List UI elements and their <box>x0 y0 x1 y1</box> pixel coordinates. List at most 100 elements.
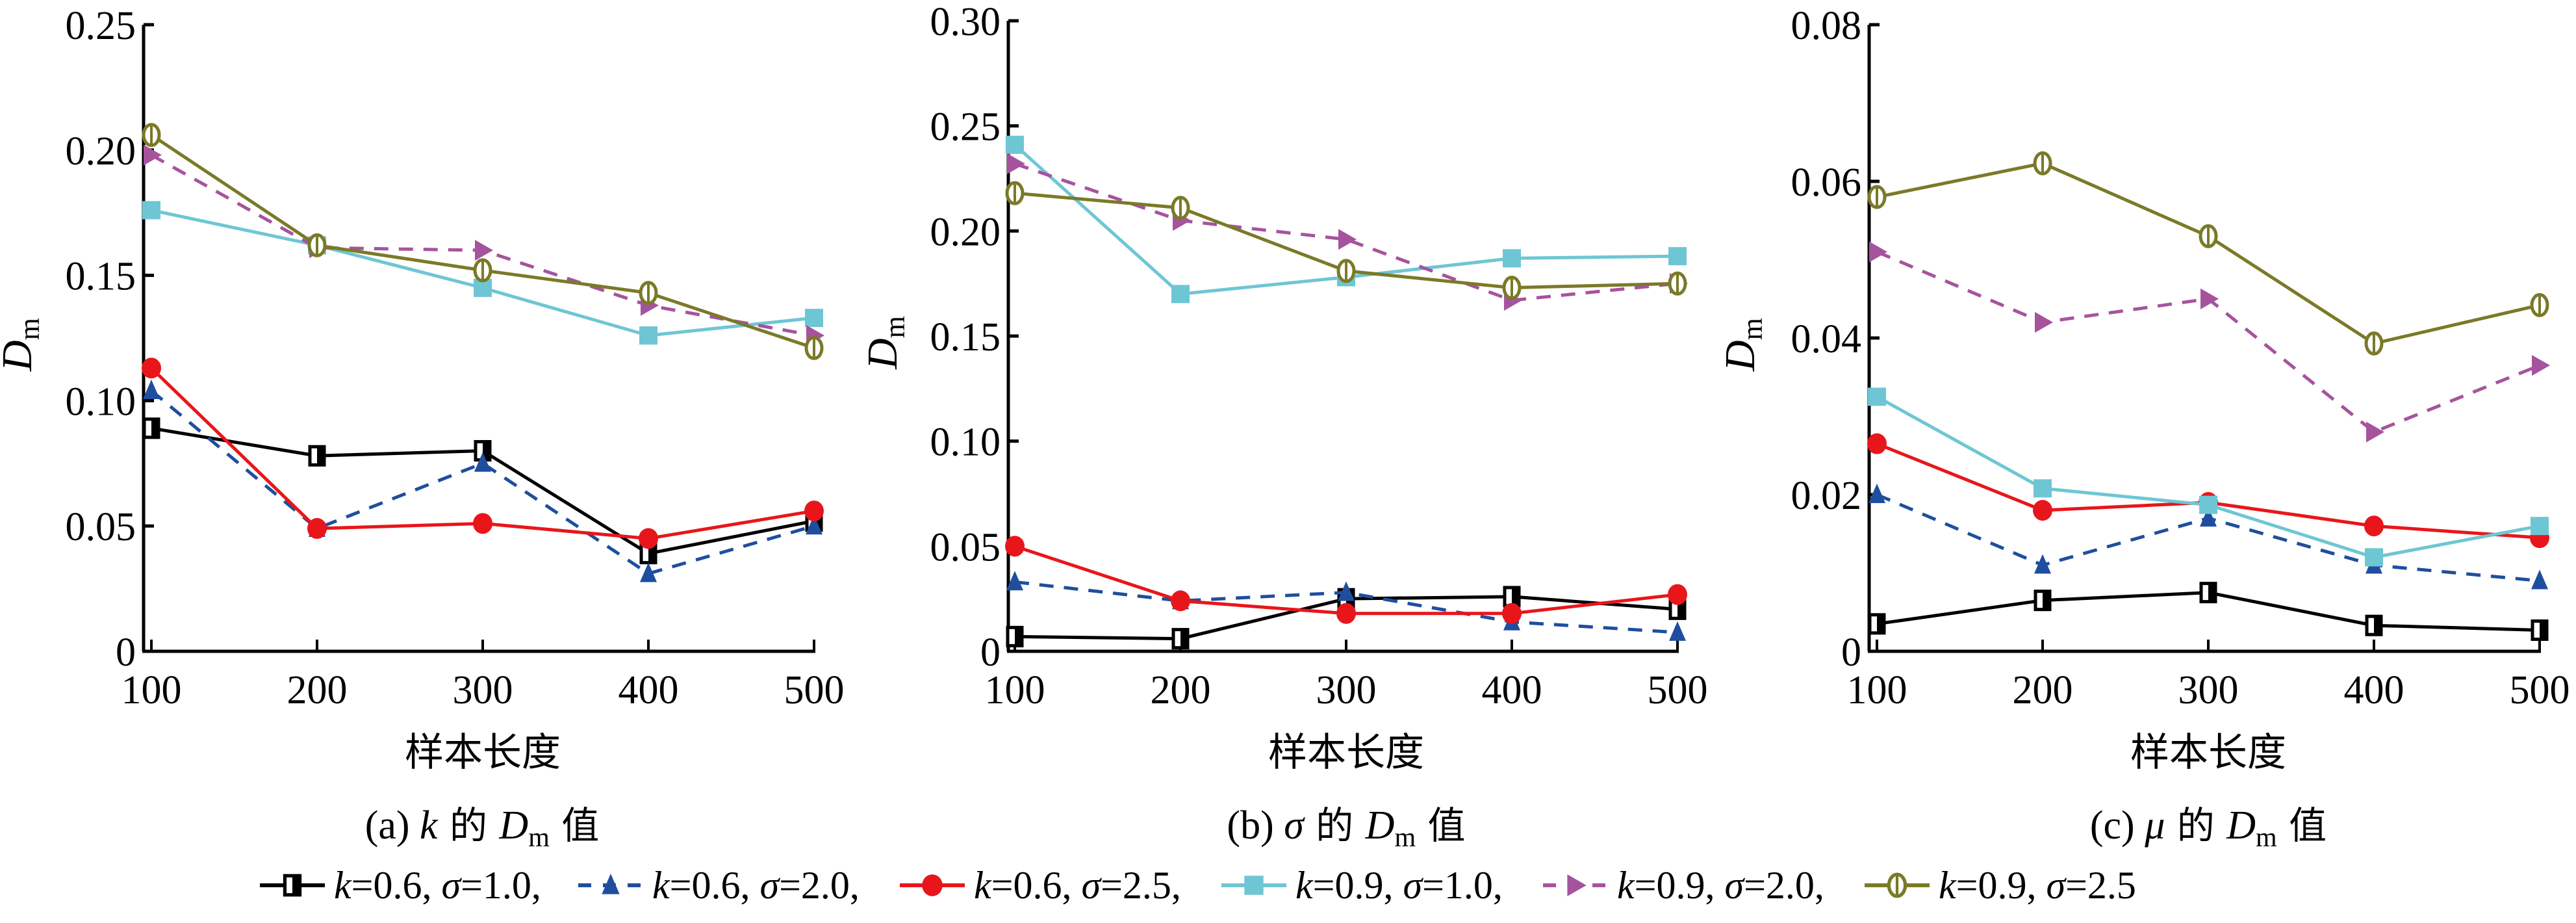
data-point <box>2035 311 2053 333</box>
y-tick-label: 0.05 <box>930 525 1001 569</box>
data-point <box>1502 603 1522 624</box>
marker-square <box>1244 876 1264 895</box>
marker-right-triangle <box>2366 421 2384 443</box>
marker-circle <box>307 518 327 540</box>
data-point <box>1869 241 1887 263</box>
panel-caption: (a) k 的 Dm 值 <box>365 803 600 853</box>
y-tick-label: 0.20 <box>930 210 1001 254</box>
marker-triangle <box>143 379 160 399</box>
y-axis-label: Dm <box>0 318 45 372</box>
marker-triangle <box>1669 621 1686 641</box>
data-point <box>143 379 160 399</box>
data-point <box>639 528 658 549</box>
data-point <box>2034 590 2052 612</box>
data-point <box>1502 276 1522 300</box>
y-tick-label: 0.25 <box>66 4 136 48</box>
marker-square <box>639 326 657 345</box>
marker-right-triangle <box>1567 874 1587 896</box>
data-point <box>1006 135 1024 154</box>
y-tick-label: 0.06 <box>1791 161 1862 205</box>
data-point <box>142 123 161 148</box>
series-line <box>1876 250 2540 434</box>
marker-fill <box>317 447 324 465</box>
data-point <box>1005 536 1025 557</box>
legend-label: k=0.6, σ=1.0, <box>334 864 541 907</box>
x-tick-label: 500 <box>2510 668 2570 712</box>
marker-circle <box>1502 603 1522 624</box>
marker-circle <box>804 500 824 522</box>
data-point <box>2531 619 2549 641</box>
panel-a: 0 0.05 0.10 0.15 0.20 0.25 100 200 300 400 500 Dm 样本… <box>0 4 845 853</box>
marker-square <box>1006 135 1024 154</box>
x-axis-label: 样本长度 <box>2130 730 2286 775</box>
y-tick-label: 0 <box>980 630 1001 675</box>
marker-square <box>2034 479 2052 498</box>
y-axis-label: Dm <box>859 316 911 370</box>
marker-circle <box>1867 433 1887 454</box>
marker-square <box>805 309 823 328</box>
data-point <box>2033 500 2052 521</box>
marker-right-triangle <box>475 240 493 261</box>
marker-fill <box>1180 629 1188 648</box>
y-tick-label: 0.30 <box>930 0 1001 44</box>
marker-fill <box>814 512 821 530</box>
marker-triangle <box>2034 554 2051 574</box>
data-point <box>142 358 161 379</box>
marker-circle <box>1171 590 1190 612</box>
data-point <box>1668 247 1687 266</box>
data-point <box>142 201 160 220</box>
data-point <box>307 233 327 257</box>
marker-square <box>1171 285 1190 304</box>
y-tick-label: 0.02 <box>1791 474 1862 518</box>
legend-item: k=0.9, σ=2.0, <box>1543 864 1824 907</box>
x-tick-label: 400 <box>1482 668 1542 712</box>
x-tick-label: 300 <box>1316 668 1377 712</box>
data-point <box>2034 554 2051 574</box>
legend-item: k=0.6, σ=1.0, <box>260 864 541 907</box>
data-point <box>1868 484 1885 503</box>
marker-circle <box>922 874 943 896</box>
data-point <box>806 515 823 535</box>
data-point <box>1668 271 1687 296</box>
data-point <box>1336 603 1356 624</box>
marker-triangle <box>474 452 491 472</box>
data-point <box>1668 584 1687 605</box>
data-point <box>2531 569 2548 590</box>
data-point <box>2365 548 2383 567</box>
data-point <box>1006 625 1024 647</box>
data-point <box>1668 598 1687 620</box>
series-line <box>1876 395 2540 559</box>
data-point <box>2200 288 2219 309</box>
x-axis-label: 样本长度 <box>405 730 561 775</box>
data-point <box>1338 229 1357 250</box>
data-point <box>639 326 657 345</box>
marker-right-triangle <box>1869 241 1887 263</box>
y-tick-label: 0.25 <box>930 105 1001 150</box>
data-point <box>1171 628 1190 650</box>
legend-item: k=0.6, σ=2.5, <box>900 864 1181 907</box>
data-point <box>1867 185 1887 209</box>
x-tick-label: 200 <box>287 668 348 712</box>
data-point <box>1867 433 1887 454</box>
series-6 <box>1005 181 1687 300</box>
data-point <box>1006 571 1023 591</box>
data-point <box>2532 355 2550 376</box>
marker-square <box>1668 247 1687 266</box>
data-point <box>804 500 824 522</box>
data-point <box>142 417 160 439</box>
data-point <box>308 445 326 467</box>
marker-fill <box>1877 614 1884 633</box>
series-3 <box>142 358 824 549</box>
marker-fill <box>1015 627 1022 646</box>
marker-triangle <box>2200 507 2217 527</box>
marker-right-triangle <box>144 144 162 166</box>
marker-fill <box>1512 587 1519 606</box>
y-tick-label: 0.04 <box>1791 317 1862 361</box>
marker-circle <box>2364 515 2384 537</box>
series-2 <box>1868 484 2548 590</box>
y-tick-label: 0 <box>116 630 136 675</box>
panel-b: 0 0.05 0.10 0.15 0.20 0.25 0.30 100 200 300 400 500… <box>859 0 1708 853</box>
x-tick-label: 400 <box>618 668 679 712</box>
legend: k=0.6, σ=1.0, k=0.6, σ=2.0, k=0.6, σ=2.5, k… <box>260 864 2136 907</box>
